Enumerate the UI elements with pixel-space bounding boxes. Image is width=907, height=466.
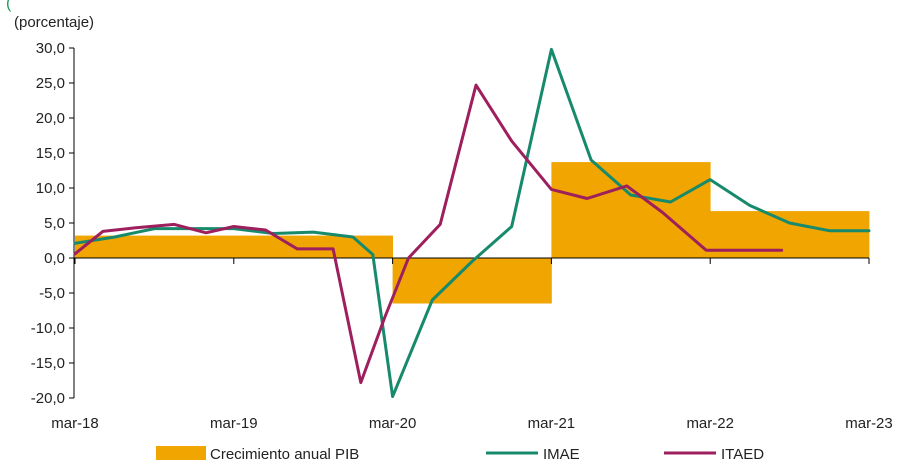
pib-bar	[352, 235, 393, 258]
y-tick-label: -15,0	[31, 355, 65, 372]
legend: Crecimiento anual PIB IMAE ITAED	[156, 446, 764, 463]
y-tick-label: -5,0	[39, 285, 65, 302]
x-tick-label: mar-19	[210, 415, 258, 432]
y-tick-label: 0,0	[44, 250, 65, 267]
pib-bar	[551, 162, 592, 258]
y-tick-label: 25,0	[36, 75, 65, 92]
x-tick-label: mar-20	[369, 415, 417, 432]
y-tick-label: -20,0	[31, 390, 65, 407]
pib-bar	[154, 235, 195, 258]
pib-bar	[194, 235, 235, 258]
y-tick-label: 5,0	[44, 215, 65, 232]
x-tick-label: mar-22	[686, 415, 734, 432]
y-tick-label: 10,0	[36, 180, 65, 197]
y-tick-label: 30,0	[36, 40, 65, 57]
legend-label-imae: IMAE	[543, 446, 580, 461]
legend-swatch-pib	[156, 446, 206, 460]
y-tick-label: 15,0	[36, 145, 65, 162]
pib-bar	[670, 162, 711, 258]
pib-bar	[511, 258, 552, 304]
series-line-imae	[73, 47, 871, 399]
x-tick-label: mar-21	[528, 415, 576, 432]
pib-bar	[789, 211, 830, 258]
pib-bar	[114, 235, 155, 258]
series-lines	[73, 47, 871, 399]
top-title-fragment: (	[6, 0, 12, 12]
y-tick-label: 20,0	[36, 110, 65, 127]
legend-label-pib: Crecimiento anual PIB	[210, 446, 359, 461]
pib-bar	[829, 211, 870, 258]
x-tick-label: mar-18	[51, 415, 99, 432]
axes: 30,0 25,0 20,0 15,0 10,0 5,0 0,0 -5,0 -10,0 -15,0…	[31, 40, 893, 432]
series-line-itaed	[73, 83, 784, 385]
y-tick-label: -10,0	[31, 320, 65, 337]
unit-label: (porcentaje)	[14, 14, 94, 31]
pib-bar	[472, 258, 513, 304]
x-tick-label: mar-23	[845, 415, 893, 432]
pib-bars	[75, 162, 870, 304]
pib-bar	[313, 235, 354, 258]
legend-label-itaed: ITAED	[721, 446, 764, 461]
pib-bar	[233, 235, 274, 258]
pib-bar	[630, 162, 671, 258]
